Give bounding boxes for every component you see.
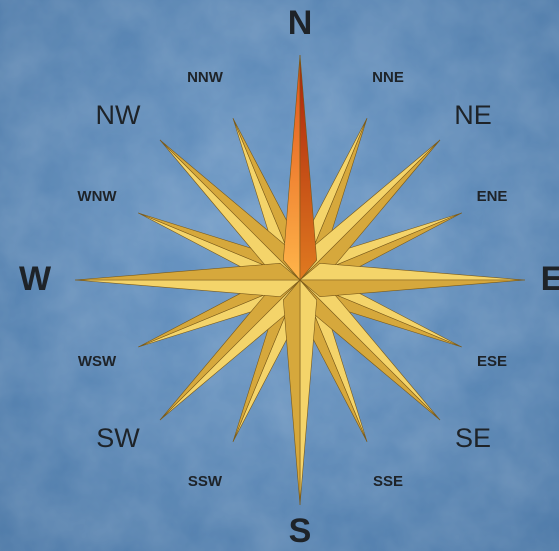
direction-label: NNE [372,69,404,86]
direction-label: NE [454,100,492,130]
direction-label: NNW [187,69,224,86]
star-point-dark [299,54,318,281]
direction-label: SW [96,423,140,453]
direction-label: NW [96,100,141,130]
direction-label: E [541,260,559,298]
direction-label: S [289,512,312,550]
direction-label: SE [455,423,491,453]
star-point-dark [282,279,301,506]
direction-label: WSW [78,353,117,370]
direction-label: SSE [373,473,403,490]
direction-label: WNW [77,188,117,205]
direction-label: W [19,260,52,298]
star-point-dark [74,262,301,281]
star-point-dark [299,279,526,298]
star [74,54,526,506]
direction-label: SSW [188,473,223,490]
labels: N NNE NE ENE E ESE SE SSE S SSW SW WSW W WNW NW NNW [19,4,559,550]
direction-label: N [288,4,313,42]
direction-label: ENE [477,188,508,205]
direction-label: ESE [477,353,507,370]
